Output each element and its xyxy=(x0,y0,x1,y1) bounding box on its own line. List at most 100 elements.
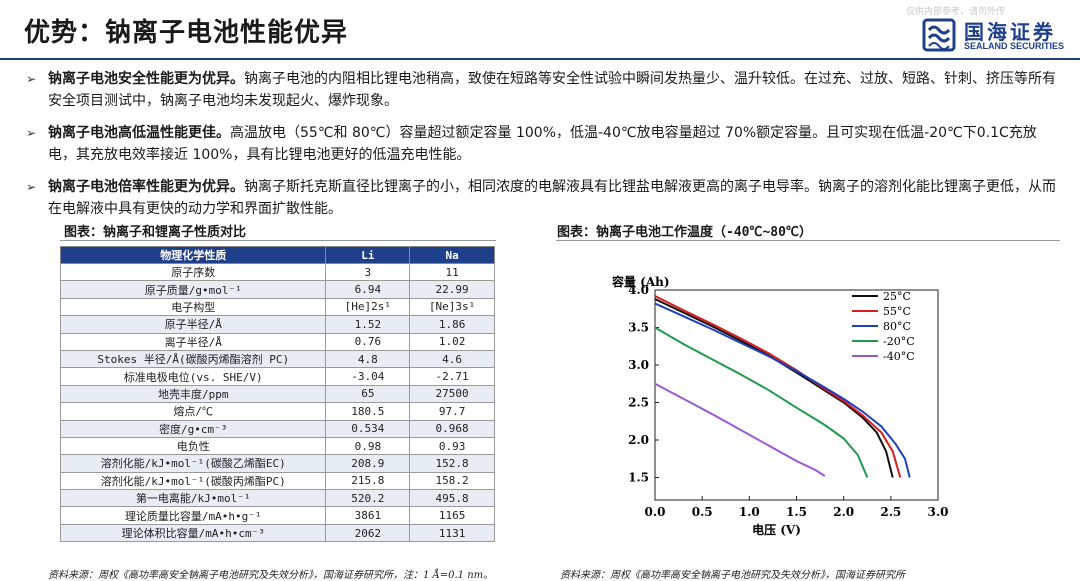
x-tick-label: 2.5 xyxy=(880,505,901,519)
li-value-cell: 2062 xyxy=(325,523,411,543)
header-divider xyxy=(0,58,1080,60)
y-tick-label: 4.0 xyxy=(628,283,649,297)
li-value-cell: 0.98 xyxy=(325,436,411,456)
page-title: 优势：钠离子电池性能优异 xyxy=(24,18,349,48)
x-tick-label: 1.5 xyxy=(786,505,807,519)
property-cell: 地壳丰度/ppm xyxy=(59,384,327,404)
li-value-cell: 0.534 xyxy=(325,419,411,438)
na-value-cell: 495.8 xyxy=(409,489,495,508)
li-value-cell: 4.8 xyxy=(325,349,411,369)
na-value-cell: 4.6 xyxy=(409,349,495,369)
na-value-cell: 22.99 xyxy=(409,280,495,299)
bullet-body: 钠离子电池的内阻相比锂电池稍高，致使在短路等安全性试验中瞬间发热量少、温升较低。… xyxy=(48,71,1056,109)
chart-caption: 图表：钠离子电池工作温度（-40℃~80℃） xyxy=(557,225,812,240)
table-row: 电负性 0.98 0.93 xyxy=(59,436,495,456)
property-cell: 理论体积比容量/mA•h•cm⁻³ xyxy=(59,523,327,543)
x-tick-label: 3.0 xyxy=(928,505,949,519)
property-cell: 电子构型 xyxy=(59,297,327,317)
li-value-cell: 0.76 xyxy=(325,332,411,351)
series-line xyxy=(654,382,826,477)
chart-caption-rule xyxy=(556,240,1060,241)
table-row: 熔点/℃ 180.5 97.7 xyxy=(59,402,495,421)
logo-cn-text: 国海证券 xyxy=(964,20,1056,44)
chart-source-note: 资料来源：周权《高功率高安全钠离子电池研究及失效分析》，国海证券研究所 xyxy=(560,570,905,581)
property-cell: 原子质量/g•mol⁻¹ xyxy=(59,280,327,299)
header: 优势：钠离子电池性能优异 仅供内部参考，请勿外传 国海证券 SEALAND SE… xyxy=(0,0,1080,62)
table-caption: 图表：钠离子和锂离子性质对比 xyxy=(64,225,247,240)
li-value-cell: 3 xyxy=(325,262,411,282)
property-cell: 溶剂化能/kJ•mol⁻¹(碳酸丙烯酯PC) xyxy=(59,471,327,491)
bullet-item-rate: ➢ 钠离子电池倍率性能更为优异。钠离子斯托克斯直径比锂离子的小，相同浓度的电解液… xyxy=(26,176,1056,220)
property-cell: 标准电极电位(vs. SHE/V) xyxy=(59,367,327,386)
y-tick-label: 2.5 xyxy=(628,396,649,410)
li-value-cell: 208.9 xyxy=(325,454,411,473)
li-value-cell: 180.5 xyxy=(325,402,411,421)
legend-label: 55°C xyxy=(883,305,911,318)
series-line xyxy=(654,298,894,478)
logo-en-text: SEALAND SECURITIES xyxy=(964,41,1065,51)
na-value-cell: -2.71 xyxy=(409,367,495,386)
y-tick-label: 3.0 xyxy=(628,358,649,372)
table-row: 标准电极电位(vs. SHE/V) -3.04 -2.71 xyxy=(59,367,495,386)
bullet-item-safety: ➢ 钠离子电池安全性能更为优异。钠离子电池的内阻相比锂电池稍高，致使在短路等安全… xyxy=(26,68,1056,112)
x-axis-label: 电压 (V) xyxy=(752,522,801,537)
series-line xyxy=(654,302,911,478)
li-value-cell: 215.8 xyxy=(325,471,411,491)
series-line xyxy=(654,326,869,478)
table-row: 地壳丰度/ppm 65 27500 xyxy=(59,384,495,404)
bullet-heading: 钠离子电池高低温性能更佳。 xyxy=(48,125,230,141)
li-value-cell: 65 xyxy=(325,384,411,404)
table-row: Stokes 半径/Å(碳酸丙烯酯溶剂 PC) 4.8 4.6 xyxy=(59,349,495,369)
table-source-note: 资料来源：周权《高功率高安全钠离子电池研究及失效分析》，国海证券研究所，注：1 … xyxy=(48,570,494,581)
table-row: 溶剂化能/kJ•mol⁻¹(碳酸乙烯酯EC) 208.9 152.8 xyxy=(59,454,495,473)
li-value-cell: 6.94 xyxy=(325,280,411,299)
legend-label: 25°C xyxy=(883,290,911,303)
bullet-heading: 钠离子电池安全性能更为优异。 xyxy=(48,71,244,87)
bullet-arrow-icon: ➢ xyxy=(26,180,37,194)
table-row: 密度/g•cm⁻³ 0.534 0.968 xyxy=(59,419,495,438)
column-header-na: Na xyxy=(409,246,495,264)
property-cell: 原子半径/Å xyxy=(59,315,327,334)
li-value-cell: 520.2 xyxy=(325,489,411,508)
li-value-cell: 1.52 xyxy=(325,315,411,334)
y-tick-label: 3.5 xyxy=(628,321,649,335)
na-value-cell: 152.8 xyxy=(409,454,495,473)
bullet-heading: 钠离子电池倍率性能更为优异。 xyxy=(48,179,244,195)
property-cell: 密度/g•cm⁻³ xyxy=(59,419,327,438)
bullet-arrow-icon: ➢ xyxy=(26,72,37,86)
na-value-cell: 158.2 xyxy=(409,471,495,491)
legend-label: -20°C xyxy=(883,335,915,348)
na-value-cell: 1131 xyxy=(409,523,495,543)
na-value-cell: 1.86 xyxy=(409,315,495,334)
bullet-list: ➢ 钠离子电池安全性能更为优异。钠离子电池的内阻相比锂电池稍高，致使在短路等安全… xyxy=(26,68,1056,230)
property-cell: 离子半径/Å xyxy=(59,332,327,351)
logo-mark-icon xyxy=(922,18,956,52)
discharge-chart: 0.0 0.5 1.0 1.5 2.0 2.5 3.0 1.5 2.0 2.5 3.0 3.5 4.0 电… xyxy=(611,274,949,537)
properties-table: 物理化学性质 Li Na 原子序数 3 11 原子质量/g•mol⁻¹ 6.94 22.9… xyxy=(59,246,495,543)
na-value-cell: [Ne]3s¹ xyxy=(409,297,495,317)
table-row: 第一电离能/kJ•mol⁻¹ 520.2 495.8 xyxy=(59,489,495,508)
na-value-cell: 1165 xyxy=(409,506,495,525)
y-tick-label: 1.5 xyxy=(628,471,649,485)
property-cell: 熔点/℃ xyxy=(59,402,327,421)
property-cell: 原子序数 xyxy=(59,262,327,282)
na-value-cell: 11 xyxy=(409,262,495,282)
column-header-li: Li xyxy=(325,246,411,264)
property-cell: 理论质量比容量/mA•h•g⁻¹ xyxy=(59,506,327,525)
column-header-property: 物理化学性质 xyxy=(59,246,327,264)
x-tick-label: 0.0 xyxy=(645,505,666,519)
x-tick-label: 2.0 xyxy=(833,505,854,519)
li-value-cell: 3861 xyxy=(325,506,411,525)
x-tick-label: 1.0 xyxy=(739,505,760,519)
li-value-cell: [He]2s¹ xyxy=(325,297,411,317)
na-value-cell: 0.968 xyxy=(409,419,495,438)
na-value-cell: 27500 xyxy=(409,384,495,404)
legend-label: -40°C xyxy=(883,350,915,363)
x-tick-label: 0.5 xyxy=(692,505,713,519)
y-axis-label: 容量 (Ah) xyxy=(611,274,670,289)
property-cell: 溶剂化能/kJ•mol⁻¹(碳酸乙烯酯EC) xyxy=(59,454,327,473)
bullet-arrow-icon: ➢ xyxy=(26,126,37,140)
y-tick-label: 2.0 xyxy=(628,433,649,447)
legend-label: 80°C xyxy=(883,320,911,333)
table-row: 原子半径/Å 1.52 1.86 xyxy=(59,315,495,334)
